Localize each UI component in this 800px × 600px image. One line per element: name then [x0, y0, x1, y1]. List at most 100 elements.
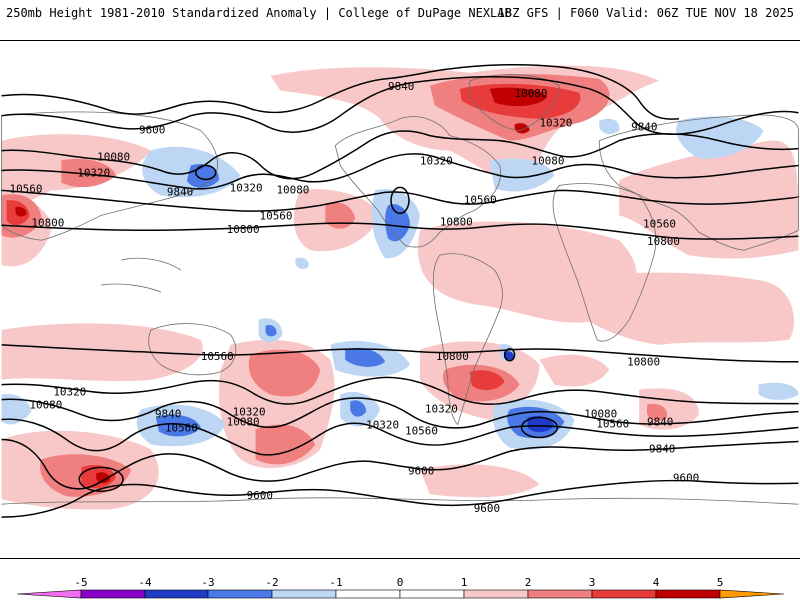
legend-label: -5 — [74, 576, 87, 589]
contour-10560-north — [1, 189, 800, 212]
model-run-info: 18Z GFS | F060 Valid: 06Z TUE NOV 18 202… — [497, 6, 794, 20]
contour-label: 10560 — [405, 424, 438, 437]
contour-closed-antarctica — [78, 466, 124, 493]
swatch-neg4-neg3 — [144, 589, 209, 599]
contour-label: 10560 — [260, 209, 293, 222]
anomaly-positive-4 — [15, 87, 548, 484]
height-contours — [1, 63, 800, 518]
legend-label: 4 — [653, 576, 660, 589]
legend-label: 3 — [589, 576, 596, 589]
coastlines — [1, 74, 799, 505]
contour-label: 10800 — [436, 350, 469, 363]
contour-label: 10560 — [165, 421, 198, 434]
contour-label: 10080 — [276, 183, 309, 196]
anomaly-negative-3 — [504, 351, 555, 433]
contour-label: 10800 — [647, 235, 680, 248]
anomaly-map: 9840 10080 10320 9840 9600 10080 10320 1… — [0, 40, 800, 559]
swatch-below-neg5 — [16, 589, 82, 599]
swatch-above-pos5 — [719, 589, 785, 599]
anomaly-positive-1 — [1, 65, 799, 510]
legend-label: 5 — [717, 576, 724, 589]
contour-10080-south — [1, 418, 799, 456]
contour-label: 10320 — [366, 419, 399, 432]
contour-label: 9840 — [631, 121, 657, 134]
contour-label: 9600 — [139, 124, 165, 137]
contour-label: 10320 — [425, 403, 458, 416]
colorbar-swatches — [16, 589, 785, 599]
contour-label: 10320 — [233, 406, 266, 419]
contour-10560-south — [1, 376, 799, 405]
swatch-pos2-pos3 — [527, 589, 593, 599]
contour-9840-south — [1, 438, 799, 490]
contour-label: 9840 — [167, 185, 193, 198]
contour-label: 10800 — [627, 356, 660, 369]
contour-label: 10320 — [230, 181, 263, 194]
contour-label: 10080 — [515, 87, 548, 100]
coast-south-america — [432, 253, 503, 426]
contour-9600-south — [1, 479, 799, 518]
contour-label: 10320 — [420, 155, 453, 168]
contour-label: 10800 — [227, 223, 260, 236]
swatch-pos4-pos5 — [655, 589, 721, 599]
contour-label: 10080 — [29, 399, 62, 412]
coast-africa — [552, 183, 657, 342]
coast-indonesia — [101, 257, 182, 293]
contour-label: 10080 — [97, 151, 130, 164]
legend-label: 1 — [461, 576, 468, 589]
swatch-neg1-0 — [335, 589, 401, 599]
contour-label: 10320 — [77, 166, 110, 179]
contour-closed-asia — [195, 164, 217, 181]
legend-label: -3 — [201, 576, 214, 589]
contour-label: 10800 — [31, 216, 64, 229]
contour-label-group: 9840 10080 10320 9840 9600 10080 10320 1… — [10, 80, 700, 515]
legend-label: -2 — [265, 576, 278, 589]
legend-label: 0 — [397, 576, 404, 589]
contour-label: 10080 — [227, 416, 260, 429]
contour-label: 10800 — [440, 215, 473, 228]
contour-10320-south — [1, 397, 799, 429]
contour-10080-north — [1, 130, 799, 180]
coast-north-america — [334, 116, 501, 248]
anomaly-shading — [1, 65, 799, 510]
contour-closed-south-america — [503, 348, 516, 362]
swatch-neg3-neg2 — [207, 589, 273, 599]
swatch-neg5-neg4 — [80, 589, 146, 599]
coast-australia — [148, 323, 237, 376]
swatch-pos3-pos4 — [591, 589, 657, 599]
contour-label: 10080 — [584, 408, 617, 421]
contour-10800-south — [1, 344, 799, 363]
contour-10800-north — [1, 222, 799, 240]
contour-label: 9840 — [155, 408, 181, 421]
swatch-neg2-neg1 — [271, 589, 337, 599]
coast-eurasia — [598, 114, 799, 251]
contour-9600-north — [1, 63, 679, 120]
contour-label: 10560 — [464, 193, 497, 206]
contour-label: 9600 — [673, 471, 699, 484]
contour-label: 10560 — [596, 418, 629, 431]
contour-label: 9840 — [649, 442, 675, 455]
contour-10320-north — [1, 153, 799, 190]
contour-label: 9840 — [647, 416, 673, 429]
swatch-0-pos1 — [399, 589, 465, 599]
contour-label: 9600 — [247, 489, 273, 502]
contour-label: 9600 — [408, 464, 434, 477]
contour-label: 10320 — [53, 386, 86, 399]
swatch-pos1-pos2 — [463, 589, 529, 599]
coast-antarctica — [1, 497, 799, 505]
contour-closed-south-atlantic — [520, 416, 559, 439]
contour-closed-pacific-east — [390, 186, 410, 215]
coast-asia-west — [1, 111, 218, 241]
colorbar-labels: -5 -4 -3 -2 -1 0 1 2 3 4 5 — [74, 576, 723, 589]
contour-label: 9840 — [388, 80, 414, 93]
contour-label: 10560 — [10, 182, 43, 195]
map-title: 250mb Height 1981-2010 Standardized Anom… — [6, 6, 512, 20]
contour-label: 10320 — [539, 117, 572, 130]
colorbar-legend: -5 -4 -3 -2 -1 0 1 2 3 4 5 — [16, 576, 785, 599]
contour-label: 9600 — [474, 502, 500, 515]
legend-label: -4 — [138, 576, 152, 589]
contour-label: 10080 — [531, 155, 564, 168]
contour-label: 10560 — [643, 217, 676, 230]
legend-label: 2 — [525, 576, 532, 589]
coast-greenland — [469, 74, 560, 132]
contour-label: 10560 — [201, 350, 234, 363]
